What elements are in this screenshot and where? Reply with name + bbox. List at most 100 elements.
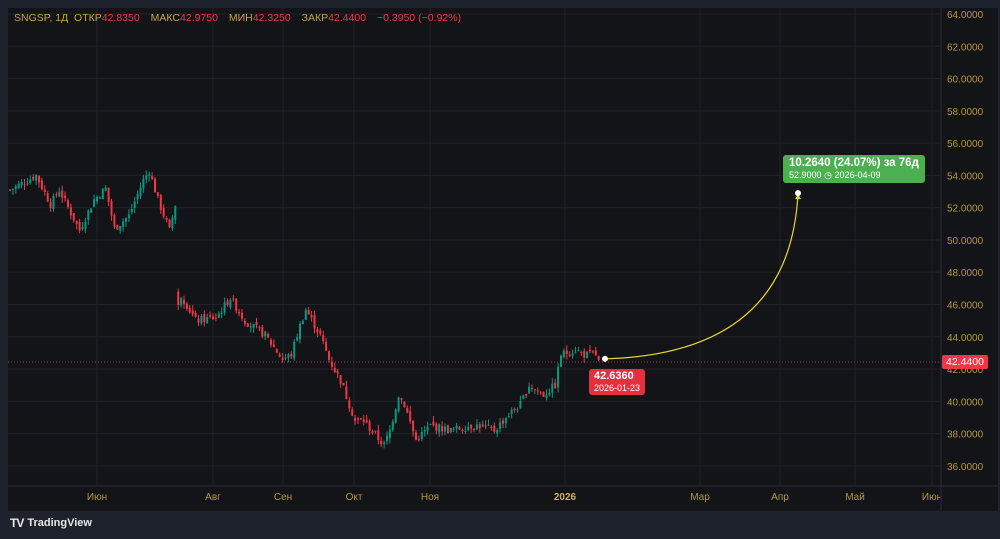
time-tick-label: Ноя	[421, 492, 439, 503]
price-tick-label: 40.0000	[947, 397, 984, 408]
forecast-start-point	[602, 355, 608, 362]
candle-body	[249, 326, 252, 328]
candle-body	[359, 418, 362, 420]
candle-body	[154, 178, 156, 193]
candle-body	[554, 382, 557, 389]
time-tick-label: Апр	[771, 492, 789, 503]
candle-body	[133, 201, 136, 209]
candle-body	[168, 219, 171, 228]
candle-body	[90, 208, 93, 213]
brand-name: TradingView	[27, 517, 92, 529]
price-tick-label: 36.0000	[947, 462, 984, 473]
candle-body	[415, 432, 417, 440]
forecast-start-tag[interactable]: 42.6360 2026-01-23	[589, 369, 646, 395]
tv-logo-icon: TV	[10, 516, 24, 530]
candle-body	[104, 187, 107, 191]
change-value: −0.3950 (−0.92%)	[377, 12, 462, 24]
candle-body	[75, 220, 78, 224]
high-label: МАКС	[150, 12, 180, 24]
candle-body	[252, 323, 255, 328]
candle-body	[214, 317, 217, 319]
tradingview-logo[interactable]: TV TradingView	[10, 516, 92, 530]
time-tick-label: Июн	[922, 492, 942, 503]
candle-body	[388, 429, 391, 438]
candle-body	[336, 371, 339, 374]
candle-body	[87, 210, 90, 221]
candle-body	[72, 213, 75, 221]
candle-body	[339, 375, 342, 384]
candle-body	[380, 440, 383, 445]
candle-body	[81, 227, 84, 230]
forecast-target-tag[interactable]: 10.2640 (24.07%) за 76д 52.9000 ◷ 2026-0…	[783, 155, 925, 183]
candle-body	[577, 350, 580, 352]
candle-body	[110, 200, 113, 216]
candle-body	[403, 401, 406, 408]
candle-body	[444, 426, 446, 432]
candle-body	[316, 329, 319, 333]
candle-body	[391, 421, 394, 430]
candle-body	[26, 183, 29, 185]
candle-body	[539, 392, 542, 394]
candle-body	[200, 315, 203, 324]
candle-body	[504, 418, 507, 424]
candle-body	[383, 442, 386, 444]
price-tick-label: 54.0000	[947, 171, 984, 182]
candle-body	[545, 394, 548, 398]
low-value: 42.3250	[252, 12, 291, 24]
price-tick-label: 52.0000	[947, 204, 984, 215]
candle-body	[67, 200, 69, 207]
candle-body	[461, 430, 464, 432]
candle-body	[519, 401, 522, 409]
candle-body	[58, 191, 61, 197]
price-tick-label: 50.0000	[947, 236, 984, 247]
candle-body	[441, 426, 444, 432]
candle-body	[429, 423, 432, 425]
candle-body	[354, 418, 357, 421]
symbol-label[interactable]: SNGSP, 1Д	[14, 12, 69, 24]
candle-body	[241, 312, 243, 319]
candle-body	[568, 354, 571, 356]
candle-body	[11, 188, 14, 190]
candle-body	[246, 323, 249, 327]
candle-body	[235, 298, 238, 311]
candle-body	[113, 214, 116, 227]
candle-body	[362, 419, 365, 423]
candle-body	[223, 302, 226, 313]
candle-body	[487, 424, 490, 426]
time-tick-label: Июн	[87, 492, 107, 503]
candle-body	[174, 205, 177, 220]
candle-body	[162, 207, 165, 217]
candle-body	[557, 366, 560, 388]
candle-body	[116, 225, 119, 230]
candle-body	[452, 428, 455, 430]
candle-body	[151, 175, 154, 179]
candle-body	[188, 307, 191, 313]
price-tick-label: 60.0000	[947, 75, 984, 86]
candle-body	[473, 428, 475, 430]
candle-body	[217, 313, 220, 318]
candle-body	[14, 185, 17, 190]
candle-body	[368, 421, 371, 431]
candle-body	[278, 354, 281, 357]
candle-body	[29, 179, 32, 184]
candle-body	[287, 354, 290, 358]
candle-body	[270, 339, 272, 345]
candle-body	[580, 352, 583, 354]
candle-body	[148, 174, 151, 177]
candle-body	[374, 430, 377, 432]
arrow-head-icon	[795, 194, 801, 200]
candle-body	[209, 314, 212, 317]
candle-body	[397, 397, 400, 412]
candle-body	[20, 182, 23, 186]
candle-body	[243, 320, 246, 324]
candle-body	[299, 323, 301, 340]
candle-body	[61, 190, 64, 198]
candle-body	[145, 175, 148, 180]
candle-body	[93, 199, 96, 207]
candle-body	[551, 383, 554, 393]
price-tick-label: 62.0000	[947, 42, 984, 53]
candle-body	[23, 184, 26, 186]
candle-body	[565, 350, 568, 354]
price-tick-label: 42.0000	[947, 365, 984, 376]
